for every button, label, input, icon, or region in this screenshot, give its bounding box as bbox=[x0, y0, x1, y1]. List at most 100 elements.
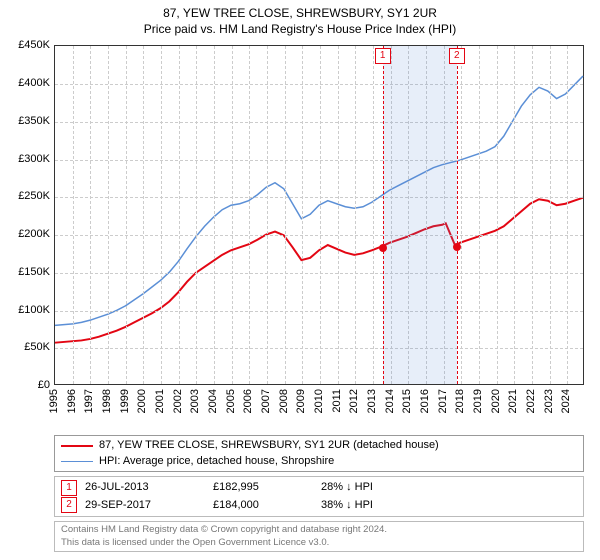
legend-label: 87, YEW TREE CLOSE, SHREWSBURY, SY1 2UR … bbox=[99, 438, 439, 453]
gridline-vertical bbox=[514, 46, 515, 384]
x-tick-label: 2004 bbox=[207, 389, 219, 413]
y-tick-label: £50K bbox=[8, 341, 50, 353]
gridline-vertical bbox=[532, 46, 533, 384]
legend-swatch bbox=[61, 445, 93, 447]
x-tick-label: 1995 bbox=[48, 389, 60, 413]
gridline-vertical bbox=[567, 46, 568, 384]
y-tick-label: £200K bbox=[8, 228, 50, 240]
event-delta: 38% ↓ HPI bbox=[321, 497, 577, 515]
y-tick-label: £400K bbox=[8, 77, 50, 89]
x-tick-label: 2003 bbox=[189, 389, 201, 413]
event-row: 2 29-SEP-2017 £184,000 38% ↓ HPI bbox=[61, 497, 577, 515]
x-tick-label: 1998 bbox=[101, 389, 113, 413]
x-tick-label: 2010 bbox=[313, 389, 325, 413]
x-tick-label: 2017 bbox=[437, 389, 449, 413]
footer-attribution: Contains HM Land Registry data © Crown c… bbox=[54, 521, 584, 552]
gridline-vertical bbox=[249, 46, 250, 384]
event-date: 26-JUL-2013 bbox=[85, 479, 205, 497]
y-tick-label: £100K bbox=[8, 304, 50, 316]
x-tick-label: 2016 bbox=[419, 389, 431, 413]
event-line bbox=[457, 46, 458, 384]
gridline-vertical bbox=[161, 46, 162, 384]
x-tick-label: 2012 bbox=[348, 389, 360, 413]
x-tick-label: 2021 bbox=[507, 389, 519, 413]
series-price_paid bbox=[55, 198, 583, 343]
x-tick-label: 2000 bbox=[136, 389, 148, 413]
event-number-box: 1 bbox=[61, 480, 77, 496]
x-tick-label: 2001 bbox=[154, 389, 166, 413]
event-point-marker bbox=[453, 243, 461, 251]
chart-title: 87, YEW TREE CLOSE, SHREWSBURY, SY1 2UR bbox=[8, 6, 592, 22]
gridline-vertical bbox=[108, 46, 109, 384]
gridline-vertical bbox=[214, 46, 215, 384]
plot-region: 12 bbox=[54, 45, 584, 385]
footer-line-1: Contains HM Land Registry data © Crown c… bbox=[61, 524, 577, 536]
gridline-vertical bbox=[126, 46, 127, 384]
x-tick-label: 2015 bbox=[401, 389, 413, 413]
legend-box: 87, YEW TREE CLOSE, SHREWSBURY, SY1 2UR … bbox=[54, 435, 584, 472]
y-tick-label: £250K bbox=[8, 190, 50, 202]
gridline-vertical bbox=[479, 46, 480, 384]
chart-area: 12 £0£50K£100K£150K£200K£250K£300K£350K£… bbox=[8, 41, 592, 435]
y-tick-label: £0 bbox=[8, 379, 50, 391]
gridline-horizontal bbox=[55, 84, 583, 85]
gridline-vertical bbox=[338, 46, 339, 384]
event-delta: 28% ↓ HPI bbox=[321, 479, 577, 497]
gridline-horizontal bbox=[55, 235, 583, 236]
legend-row: 87, YEW TREE CLOSE, SHREWSBURY, SY1 2UR … bbox=[61, 438, 577, 453]
x-tick-label: 2023 bbox=[543, 389, 555, 413]
event-number-box: 2 bbox=[61, 497, 77, 513]
x-tick-label: 2018 bbox=[454, 389, 466, 413]
x-tick-label: 2008 bbox=[278, 389, 290, 413]
gridline-horizontal bbox=[55, 197, 583, 198]
event-price: £184,000 bbox=[213, 497, 313, 515]
x-tick-label: 2013 bbox=[366, 389, 378, 413]
gridline-vertical bbox=[179, 46, 180, 384]
chart-container: 87, YEW TREE CLOSE, SHREWSBURY, SY1 2UR … bbox=[0, 0, 600, 560]
x-tick-label: 1999 bbox=[119, 389, 131, 413]
x-tick-label: 2011 bbox=[331, 389, 343, 413]
x-tick-label: 2020 bbox=[490, 389, 502, 413]
gridline-vertical bbox=[90, 46, 91, 384]
footer-line-2: This data is licensed under the Open Gov… bbox=[61, 537, 577, 549]
series-hpi bbox=[55, 76, 583, 325]
x-tick-label: 2009 bbox=[295, 389, 307, 413]
chart-subtitle: Price paid vs. HM Land Registry's House … bbox=[8, 22, 592, 38]
legend-label: HPI: Average price, detached house, Shro… bbox=[99, 454, 334, 469]
gridline-vertical bbox=[285, 46, 286, 384]
y-tick-label: £350K bbox=[8, 115, 50, 127]
gridline-vertical bbox=[461, 46, 462, 384]
events-table: 1 26-JUL-2013 £182,995 28% ↓ HPI 2 29-SEP-201… bbox=[54, 476, 584, 517]
gridline-vertical bbox=[143, 46, 144, 384]
x-tick-label: 2019 bbox=[472, 389, 484, 413]
x-tick-label: 1997 bbox=[83, 389, 95, 413]
event-row: 1 26-JUL-2013 £182,995 28% ↓ HPI bbox=[61, 479, 577, 497]
series-svg bbox=[55, 46, 583, 384]
gridline-vertical bbox=[355, 46, 356, 384]
gridline-vertical bbox=[267, 46, 268, 384]
gridline-vertical bbox=[550, 46, 551, 384]
gridline-vertical bbox=[196, 46, 197, 384]
y-tick-label: £300K bbox=[8, 153, 50, 165]
gridline-vertical bbox=[232, 46, 233, 384]
gridline-vertical bbox=[302, 46, 303, 384]
gridline-vertical bbox=[73, 46, 74, 384]
event-point-marker bbox=[379, 244, 387, 252]
event-price: £182,995 bbox=[213, 479, 313, 497]
gridline-horizontal bbox=[55, 273, 583, 274]
event-marker-box: 1 bbox=[375, 48, 391, 64]
event-date: 29-SEP-2017 bbox=[85, 497, 205, 515]
event-marker-box: 2 bbox=[449, 48, 465, 64]
gridline-vertical bbox=[497, 46, 498, 384]
legend-row: HPI: Average price, detached house, Shro… bbox=[61, 454, 577, 469]
legend-swatch bbox=[61, 461, 93, 462]
event-line bbox=[383, 46, 384, 384]
gridline-vertical bbox=[320, 46, 321, 384]
gridline-horizontal bbox=[55, 348, 583, 349]
shaded-band bbox=[383, 46, 457, 384]
gridline-horizontal bbox=[55, 311, 583, 312]
x-tick-label: 2007 bbox=[260, 389, 272, 413]
x-tick-label: 2024 bbox=[560, 389, 572, 413]
gridline-horizontal bbox=[55, 160, 583, 161]
y-tick-label: £450K bbox=[8, 39, 50, 51]
